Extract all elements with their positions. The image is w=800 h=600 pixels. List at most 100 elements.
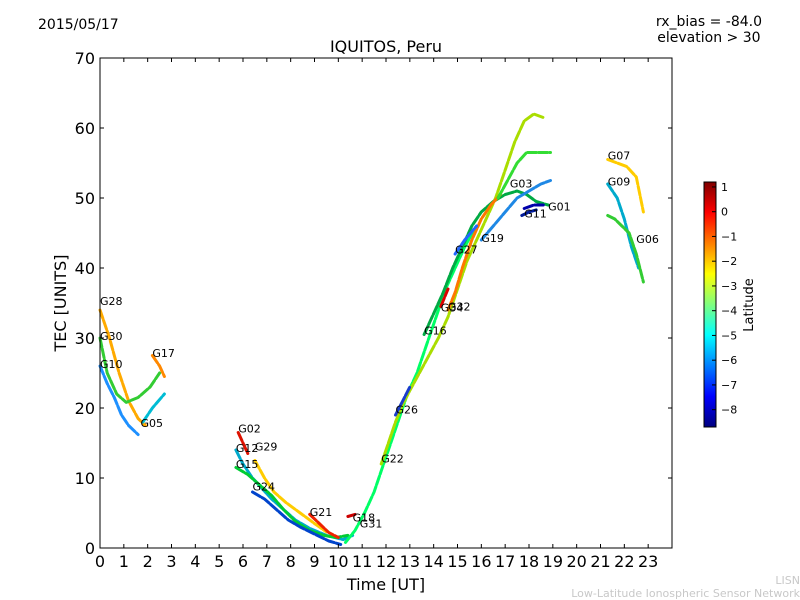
series-g34 [439,287,450,308]
x-tick-label: 16 [471,552,491,571]
x-tick-label: 22 [614,552,634,571]
series-label-g31: G31 [360,518,383,531]
tick-layer: 0 1 2 3 4 5 6 7 8 9 10 11 12 13 14 15 16 17 18 19 20 21 22 2301… [75,49,672,571]
x-tick-label: 18 [519,552,539,571]
x-tick-label: 11 [352,552,372,571]
series-label-g29: G29 [255,441,278,454]
series-g17 [150,354,166,378]
colorbar-tick-label: −1 [721,230,737,243]
series-g05 [141,392,166,424]
chart-title: IQUITOS, Peru [329,37,443,56]
x-tick-label: 1 [119,552,129,571]
series-label-g26: G26 [396,404,419,417]
series-g07 [606,158,645,214]
series-g21 [308,512,340,539]
y-tick-label: 40 [75,259,95,278]
series-g16 [422,189,550,336]
x-tick-label: 6 [238,552,248,571]
colorbar-gradient [703,181,717,428]
series-label-g32: G32 [448,301,471,314]
series-g26 [394,385,412,417]
colorbar-tick-label: −8 [721,404,737,417]
y-axis-label: TEC [UNITS] [51,255,70,353]
bias-info: rx_bias = -84.0 elevation > 30 [656,14,762,46]
series-g29 [253,459,328,534]
series-label-g02: G02 [238,423,261,436]
series-g10 [98,364,140,437]
x-tick-label: 19 [543,552,563,571]
series-g30 [98,336,162,404]
footer-network: Low-Latitude Ionospheric Sensor Network [571,587,800,600]
x-tick-label: 21 [590,552,610,571]
y-tick-label: 60 [75,119,95,138]
y-tick-label: 10 [75,469,95,488]
elevation-label: elevation > 30 [657,30,761,46]
plot-frame [99,57,673,549]
series-label-g06: G06 [636,233,659,246]
series-label-g09: G09 [608,175,631,188]
series-label-g17: G17 [152,347,175,360]
x-tick-label: 8 [286,552,296,571]
y-tick-label: 50 [75,189,95,208]
series-label-g19: G19 [481,232,504,245]
colorbar-tick-label: 1 [721,181,728,194]
series-label-g21: G21 [310,506,333,519]
x-tick-label: 23 [638,552,658,571]
series-g32 [446,193,502,312]
y-tick-label: 20 [75,399,95,418]
series-label-g10: G10 [100,358,123,371]
series-g11 [520,208,538,217]
series-g09 [606,182,641,270]
rx-bias-label: rx_bias = -84.0 [655,14,762,30]
series-label-g12: G12 [236,442,259,455]
colorbar-tick-label: −5 [721,329,737,342]
x-tick-label: 2 [143,552,153,571]
x-tick-label: 15 [447,552,467,571]
x-tick-label: 12 [376,552,396,571]
y-tick-label: 30 [75,329,95,348]
series-label-g16: G16 [424,325,447,338]
x-tick-label: 5 [214,552,224,571]
colorbar-label: Latitude [742,278,757,332]
series-g28 [98,308,147,427]
x-axis-label: Time [UT] [346,575,425,594]
colorbar-tick-label: −4 [721,305,737,318]
series-g15 [234,466,350,539]
series-g27 [453,224,479,256]
series-label-g11: G11 [524,208,547,221]
colorbar-tick-label: −7 [721,379,737,392]
colorbar: 1 0 −1 −2 −3 −4 −5 −6 −7 −8 Latitude [703,181,757,428]
series-label-g15: G15 [236,458,259,471]
series-label-g01: G01 [548,201,571,214]
series-g19 [479,179,552,242]
y-tick-label: 0 [85,539,95,558]
x-tick-label: 4 [190,552,200,571]
x-tick-label: 20 [566,552,586,571]
series-label-g28: G28 [100,295,123,308]
colorbar-tick-label: 0 [721,206,728,219]
series-g02 [236,431,250,455]
series-label-g03: G03 [510,178,533,191]
series-label-g07: G07 [608,150,631,163]
footer-credit: LISN Low-Latitude Ionospheric Sensor Net… [571,574,800,600]
x-tick-label: 9 [309,552,319,571]
date-label: 2015/05/17 [38,17,119,33]
x-tick-label: 17 [495,552,515,571]
series-label-g27: G27 [455,243,478,256]
series-label-g30: G30 [100,330,123,343]
series-g03 [496,151,552,200]
colorbar-tick-label: −3 [721,280,737,293]
colorbar-tick-label: −6 [721,354,737,367]
footer-lisn: LISN [775,574,800,587]
x-tick-label: 13 [400,552,420,571]
colorbar-ticks: 1 0 −1 −2 −3 −4 −5 −6 −7 −8 [712,181,737,417]
series-g18 [346,512,357,518]
series-g24 [251,490,343,546]
data-layer [98,112,645,546]
series-label-g05: G05 [141,417,164,430]
x-tick-label: 7 [262,552,272,571]
y-tick-label: 70 [75,49,95,68]
series-g01 [522,203,545,210]
